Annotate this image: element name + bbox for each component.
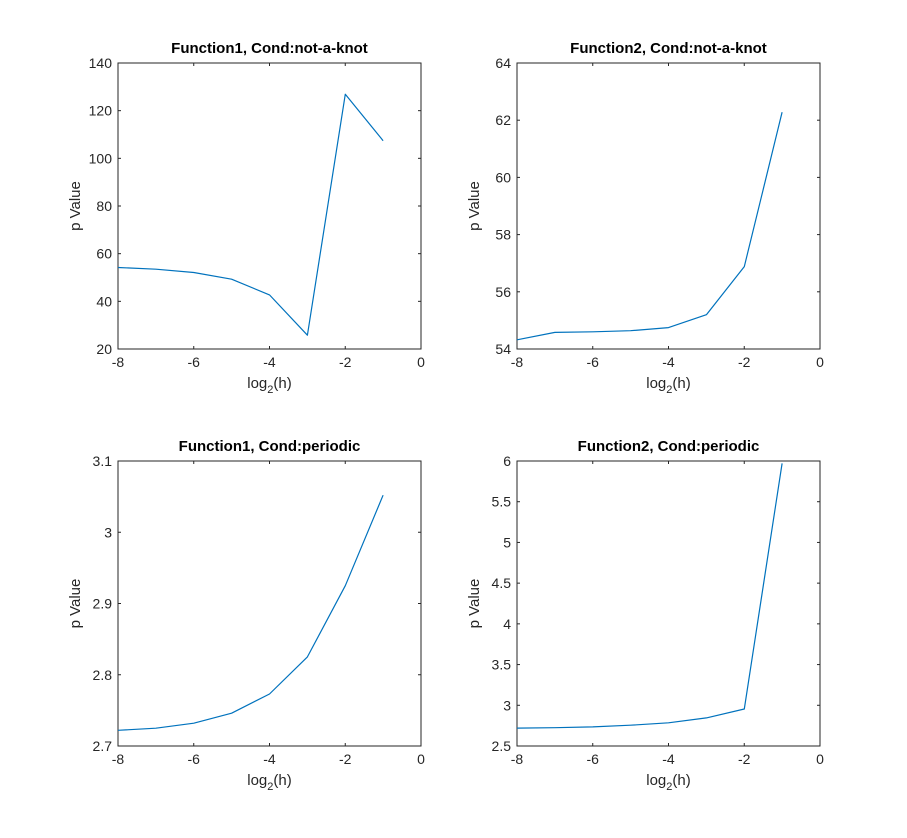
x-axis-label-base: log [646,375,666,392]
x-tick-label: -6 [587,354,600,370]
x-tick-label: -8 [112,751,125,767]
y-tick-label: 3.5 [492,657,512,673]
x-axis-label: log2(h) [247,772,292,793]
x-tick-label: -8 [511,354,524,370]
series-line-1 [516,112,783,341]
x-tick-label: -4 [263,751,276,767]
x-axis-label-base: log [247,375,267,392]
y-tick-label: 80 [96,198,112,214]
x-tick-label: -6 [188,354,201,370]
x-axis-label-rest: (h) [672,375,690,392]
y-axis-label: p Value [67,579,84,629]
y-tick-label: 62 [495,112,511,128]
plot-frame [117,62,422,350]
x-axis-label-subscript: 2 [267,384,273,396]
y-tick-label: 120 [89,103,113,119]
y-tick-label: 2.7 [93,738,113,754]
y-tick-label: 3 [503,697,511,713]
chart-title: Function1, Cond:periodic [179,438,361,455]
x-axis-label-rest: (h) [672,772,690,789]
plot-frame [516,62,821,350]
x-tick-label: -2 [339,354,352,370]
x-tick-label: -8 [112,354,125,370]
y-tick-label: 2.5 [492,738,512,754]
y-axis-label: p Value [466,579,483,629]
x-tick-label: 0 [816,751,824,767]
x-tick-label: 0 [816,354,824,370]
chart-title: Function2, Cond:not-a-knot [570,40,767,57]
series-line-1 [117,93,384,336]
x-axis-label-subscript: 2 [666,384,672,396]
x-tick-label: -2 [339,751,352,767]
y-tick-label: 5 [503,534,511,550]
y-axis-label: p Value [466,181,483,231]
x-tick-label: -6 [587,751,600,767]
plot-frame [516,460,821,747]
y-tick-label: 2.8 [93,667,113,683]
y-tick-label: 4.5 [492,575,512,591]
series-line-1 [117,494,384,731]
y-tick-label: 3 [104,524,112,540]
y-tick-label: 58 [495,227,511,243]
subplot-4: -8 -6 -4 -2 0 2.5 3 3.5 4 4.5 5 5.5 6 Function2, Cond… [466,438,824,793]
y-tick-label: 40 [96,293,112,309]
x-axis-label-subscript: 2 [267,781,273,793]
y-tick-label: 64 [495,55,511,71]
x-axis-label: log2(h) [646,772,691,793]
x-tick-label: -4 [662,751,675,767]
x-tick-label: -8 [511,751,524,767]
y-tick-label: 56 [495,284,511,300]
x-axis-label-subscript: 2 [666,781,672,793]
y-tick-label: 6 [503,453,511,469]
subplot-2: -8 -6 -4 -2 0 54 56 58 60 62 64 Function2, Cond:not… [466,40,824,396]
x-axis-label: log2(h) [646,375,691,396]
x-axis-label-rest: (h) [273,772,291,789]
x-tick-label: -6 [188,751,201,767]
x-axis-label: log2(h) [247,375,292,396]
chart-title: Function1, Cond:not-a-knot [171,40,368,57]
series-line-1 [516,463,783,729]
x-axis-label-base: log [247,772,267,789]
y-tick-label: 2.9 [93,596,113,612]
x-tick-label: -2 [738,751,751,767]
y-tick-label: 5.5 [492,494,512,510]
x-tick-label: -2 [738,354,751,370]
x-tick-label: -4 [662,354,675,370]
y-tick-label: 3.1 [93,453,113,469]
y-tick-label: 100 [89,150,113,166]
plot-frame [117,460,422,747]
y-tick-label: 54 [495,341,511,357]
x-axis-label-rest: (h) [273,375,291,392]
y-tick-label: 4 [503,616,511,632]
subplot-1: -8 -6 -4 -2 0 20 40 60 80 100 120 140 Function1, Con… [67,40,425,396]
chart-title: Function2, Cond:periodic [578,438,760,455]
y-tick-label: 20 [96,341,112,357]
x-axis-label-base: log [646,772,666,789]
subplot-3: -8 -6 -4 -2 0 2.7 2.8 2.9 3 3.1 Function1, Cond:pe… [67,438,425,793]
y-tick-label: 60 [495,169,511,185]
y-tick-label: 140 [89,55,113,71]
x-tick-label: 0 [417,751,425,767]
x-tick-label: -4 [263,354,276,370]
y-tick-label: 60 [96,246,112,262]
x-tick-label: 0 [417,354,425,370]
y-axis-label: p Value [67,181,84,231]
